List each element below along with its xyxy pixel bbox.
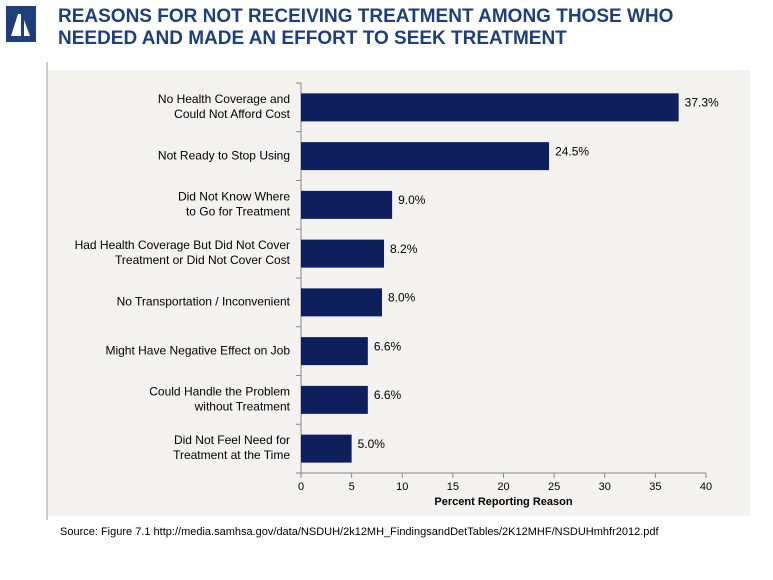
x-tick-label: 10: [396, 481, 408, 493]
bar: [301, 288, 382, 317]
x-tick-label: 20: [497, 481, 509, 493]
y-tick-label: Not Ready to Stop Using: [158, 148, 290, 162]
x-tick-label: 5: [349, 481, 355, 493]
x-tick-label: 15: [447, 481, 459, 493]
bar: [301, 190, 393, 219]
y-tick-label: Could Handle the Problem without Treatmen…: [149, 385, 290, 414]
x-tick-label: 40: [700, 481, 712, 493]
x-axis-label: Percent Reporting Reason: [434, 496, 572, 508]
y-tick-label: Might Have Negative Effect on Job: [105, 343, 290, 357]
logo-mark: [11, 14, 30, 36]
bar: [301, 434, 352, 463]
value-label: 6.6%: [374, 388, 402, 402]
y-tick-label: No Health Coverage and Could Not Afford C…: [158, 92, 291, 121]
x-tick-label: 30: [599, 481, 611, 493]
value-label: 24.5%: [555, 144, 589, 158]
y-tick-label: No Transportation / Inconvenient: [117, 295, 291, 309]
y-tick-label: Did Not Feel Need for Treatment at the Ti…: [173, 433, 290, 462]
bar: [301, 385, 368, 414]
bar: [301, 142, 550, 171]
bar: [301, 239, 385, 268]
x-tick-label: 0: [298, 481, 304, 493]
value-label: 37.3%: [685, 96, 719, 110]
x-tick-label: 25: [548, 481, 560, 493]
value-label: 9.0%: [398, 193, 426, 207]
bar: [301, 93, 679, 122]
bar: [301, 337, 368, 366]
source-note: Source: Figure 7.1 http://media.samhsa.g…: [60, 526, 660, 538]
y-tick-label: Had Health Coverage But Did Not Cover Tre…: [75, 238, 291, 267]
chart-title: REASONS FOR NOT RECEIVING TREATMENT AMON…: [58, 6, 673, 49]
value-label: 5.0%: [358, 437, 386, 451]
value-label: 8.0%: [388, 291, 416, 305]
y-tick-label: Did Not Know Where to Go for Treatment: [178, 190, 291, 219]
value-label: 6.6%: [374, 339, 402, 353]
x-tick-label: 35: [649, 481, 661, 493]
value-label: 8.2%: [390, 242, 418, 256]
